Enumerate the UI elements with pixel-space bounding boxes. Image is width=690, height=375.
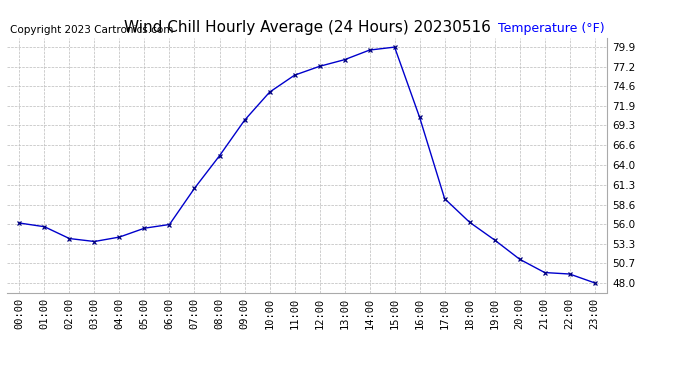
Text: Temperature (°F): Temperature (°F) [497, 22, 604, 35]
Text: Copyright 2023 Cartronics.com: Copyright 2023 Cartronics.com [10, 25, 173, 35]
Title: Wind Chill Hourly Average (24 Hours) 20230516: Wind Chill Hourly Average (24 Hours) 202… [124, 20, 491, 35]
